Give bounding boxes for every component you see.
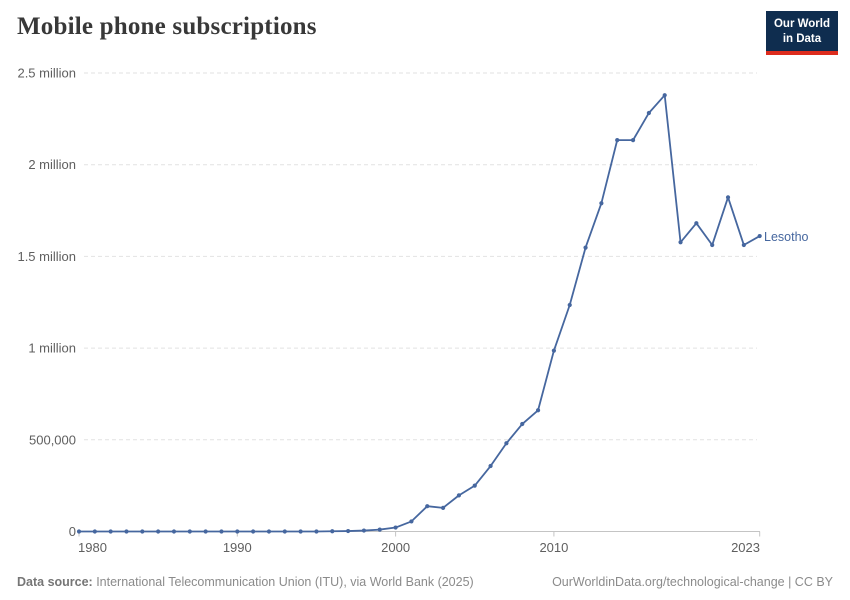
entity-label[interactable]: Lesotho bbox=[764, 230, 809, 244]
data-point[interactable] bbox=[266, 529, 272, 534]
y-axis-tick-label: 2 million bbox=[28, 157, 76, 172]
data-point[interactable] bbox=[314, 529, 319, 534]
data-point[interactable] bbox=[662, 93, 667, 98]
x-axis-tick-label: 2023 bbox=[731, 540, 760, 555]
owid-logo[interactable]: Our World in Data bbox=[765, 11, 838, 55]
data-point[interactable] bbox=[520, 421, 525, 427]
data-point[interactable] bbox=[741, 242, 746, 248]
data-point[interactable] bbox=[108, 529, 113, 534]
data-point[interactable] bbox=[393, 525, 398, 530]
y-axis-tick-label: 1 million bbox=[28, 341, 76, 356]
data-point[interactable] bbox=[599, 201, 604, 206]
data-point[interactable] bbox=[92, 529, 97, 534]
data-point[interactable] bbox=[124, 529, 129, 534]
data-line[interactable] bbox=[78, 94, 761, 533]
data-point[interactable] bbox=[615, 138, 620, 143]
data-point[interactable] bbox=[219, 529, 224, 534]
data-point[interactable] bbox=[551, 348, 557, 353]
data-point[interactable] bbox=[630, 138, 636, 143]
data-source-text: Data source: International Telecommunica… bbox=[17, 575, 474, 589]
page-title: Mobile phone subscriptions bbox=[17, 13, 317, 40]
data-point[interactable] bbox=[535, 408, 541, 413]
data-point[interactable] bbox=[456, 493, 462, 498]
data-point[interactable] bbox=[140, 529, 145, 534]
data-point[interactable] bbox=[710, 242, 715, 248]
data-point[interactable] bbox=[440, 505, 446, 510]
data-point[interactable] bbox=[694, 221, 699, 226]
data-point[interactable] bbox=[757, 233, 762, 239]
data-point[interactable] bbox=[678, 240, 683, 245]
x-axis-tick-label: 1990 bbox=[223, 540, 252, 555]
data-point[interactable] bbox=[488, 463, 493, 469]
data-point[interactable] bbox=[346, 528, 351, 534]
data-point[interactable] bbox=[504, 441, 509, 446]
y-axis-tick-label: 1.5 million bbox=[17, 249, 76, 264]
data-point[interactable] bbox=[567, 302, 572, 308]
chart-footer: Data source: International Telecommunica… bbox=[17, 575, 833, 589]
data-point[interactable] bbox=[361, 528, 367, 533]
owid-credit-link[interactable]: OurWorldinData.org/technological-change … bbox=[552, 575, 833, 589]
data-point[interactable] bbox=[725, 195, 731, 200]
data-point[interactable] bbox=[203, 529, 208, 534]
data-point[interactable] bbox=[76, 529, 82, 534]
y-axis-tick-label: 0 bbox=[69, 524, 76, 539]
x-axis-tick-label: 1980 bbox=[78, 540, 107, 555]
data-point[interactable] bbox=[583, 245, 588, 250]
y-axis-tick-label: 500,000 bbox=[29, 432, 76, 447]
x-axis-tick-label: 2010 bbox=[539, 540, 568, 555]
data-point[interactable] bbox=[235, 529, 240, 534]
data-point[interactable] bbox=[298, 529, 303, 534]
data-point[interactable] bbox=[171, 529, 177, 534]
data-point[interactable] bbox=[156, 529, 161, 534]
logo-text-line1: Our World bbox=[773, 18, 830, 30]
logo-text-line2: in Data bbox=[782, 32, 822, 45]
data-source-label: Data source: bbox=[17, 575, 93, 589]
data-point[interactable] bbox=[409, 519, 414, 524]
data-point[interactable] bbox=[472, 483, 477, 488]
data-point[interactable] bbox=[187, 529, 192, 534]
data-point[interactable] bbox=[282, 529, 287, 534]
data-point[interactable] bbox=[251, 529, 256, 534]
data-point[interactable] bbox=[377, 527, 382, 532]
data-point[interactable] bbox=[330, 529, 335, 534]
data-point[interactable] bbox=[646, 110, 651, 116]
x-axis-tick-label: 2000 bbox=[381, 540, 410, 555]
data-point[interactable] bbox=[425, 504, 430, 509]
y-axis-tick-label: 2.5 million bbox=[17, 66, 76, 81]
